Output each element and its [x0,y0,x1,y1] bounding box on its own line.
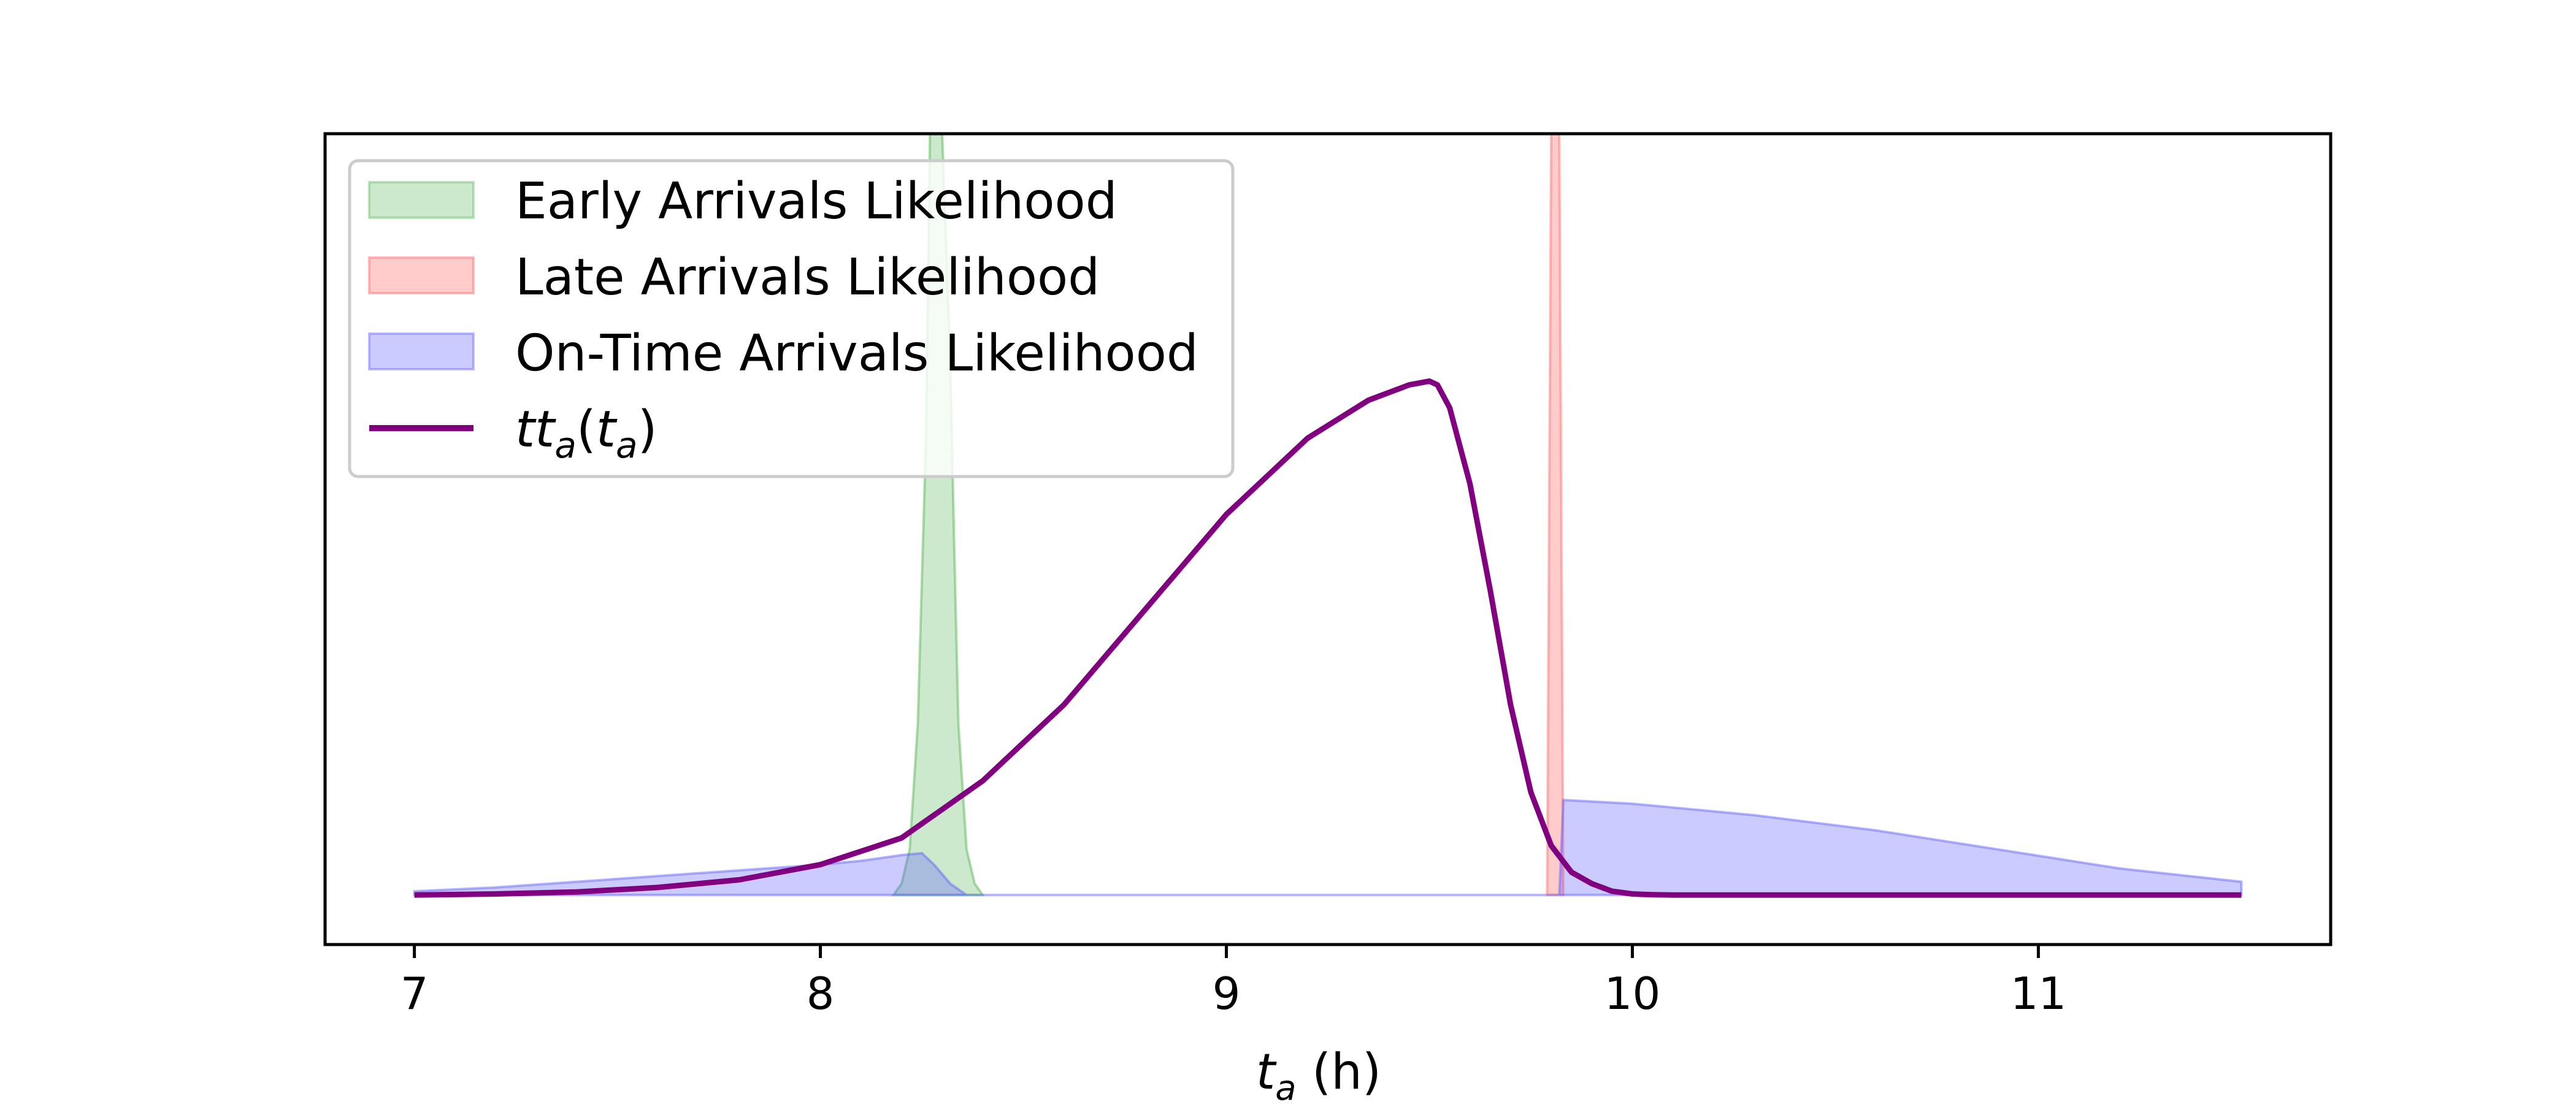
legend-label-late: Late Arrivals Likelihood [515,248,1100,307]
x-axis-label: ta (h) [1256,1043,1381,1104]
legend-label-tt-sub: a [554,424,577,466]
legend-swatch-ontime [368,332,475,370]
plot-frame [323,132,2333,946]
legend-swatch-early [368,181,475,219]
legend-item-ontime: On-Time Arrivals Likelihood [368,324,1198,383]
legend-label-tt-arg: t [596,401,618,459]
legend-label-ontime: On-Time Arrivals Likelihood [515,324,1198,383]
legend-label-tt: tta(ta) [515,401,657,466]
x-tick-label: 7 [401,968,429,1019]
series-layer [413,134,2243,898]
legend-item-tt: tta(ta) [369,401,657,466]
legend-label-early: Early Arrivals Likelihood [515,172,1117,231]
x-axis: 7 8 9 10 11 [401,945,2066,1019]
legend-label-tt-var: tt [515,401,556,459]
legend: Early Arrivals Likelihood Late Arrivals … [348,159,1235,478]
legend-label-tt-arg-sub: a [616,424,638,466]
x-tick-label: 8 [807,968,835,1019]
x-axis-label-unit: (h) [1312,1043,1381,1100]
series-area-ontime [413,799,2243,897]
x-tick-label: 10 [1604,968,1661,1019]
series-line-tt [414,378,2242,898]
legend-item-late: Late Arrivals Likelihood [368,248,1100,307]
legend-item-early: Early Arrivals Likelihood [368,172,1117,231]
x-tick-label: 11 [2011,968,2067,1019]
x-tick-label: 9 [1213,968,1241,1019]
legend-swatch-late [368,256,475,294]
series-area-late [1546,134,1565,897]
x-axis-label-var: t [1256,1043,1277,1100]
x-axis-label-sub: a [1275,1068,1296,1104]
legend-frame [348,159,1235,478]
series-area-early [891,134,986,897]
